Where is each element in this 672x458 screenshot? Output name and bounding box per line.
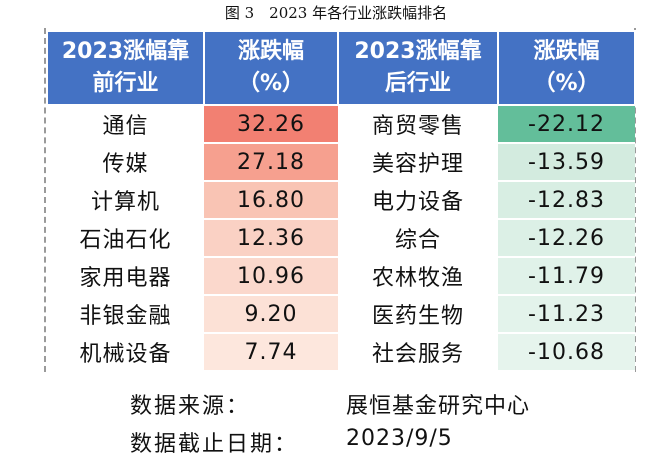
bottom-industry-cell: 社会服务	[338, 332, 498, 372]
data-source-label: 数据来源：	[130, 394, 251, 419]
top-industry-cell: 石油石化	[47, 218, 204, 258]
industry-ranking-table: 2023涨幅靠 前行业 涨跌幅 （%） 2023涨幅靠 后行业 涨跌幅 （%） …	[46, 30, 636, 372]
table-row: 通信 32.26 商贸零售 -22.12	[47, 104, 635, 144]
header-top-change-line1: 涨跌幅	[237, 39, 304, 64]
header-bottom-industry: 2023涨幅靠 后行业	[337, 30, 499, 106]
table-frame	[44, 28, 636, 372]
header-bottom-industry-line1: 2023涨幅靠	[354, 39, 482, 64]
top-change-cell: 7.74	[204, 332, 338, 372]
top-change-cell: 10.96	[204, 256, 338, 296]
table-row: 机械设备 7.74 社会服务 -10.68	[47, 332, 635, 372]
top-industry-cell: 通信	[47, 104, 204, 144]
header-bottom-change-line1: 涨跌幅	[533, 39, 600, 64]
table-row: 非银金融 9.20 医药生物 -11.23	[47, 294, 635, 334]
bottom-change-cell: -12.26	[498, 218, 635, 258]
header-top-change-line2: （%）	[237, 71, 305, 96]
bottom-change-cell: -13.59	[498, 142, 635, 182]
top-industry-cell: 家用电器	[47, 256, 204, 296]
bottom-industry-cell: 医药生物	[338, 294, 498, 334]
header-bottom-change-line2: （%）	[533, 71, 600, 96]
table-row: 家用电器 10.96 农林牧渔 -11.79	[47, 256, 635, 296]
data-cutoff-label: 数据截止日期：	[130, 432, 299, 457]
bottom-change-cell: -22.12	[498, 104, 635, 144]
bottom-change-cell: -11.23	[498, 294, 635, 334]
bottom-change-cell: -10.68	[498, 332, 635, 372]
top-industry-cell: 非银金融	[47, 294, 204, 334]
bottom-industry-cell: 综合	[338, 218, 498, 258]
bottom-change-cell: -12.83	[498, 180, 635, 220]
bottom-industry-cell: 农林牧渔	[338, 256, 498, 296]
header-top-industry-line1: 2023涨幅靠	[61, 39, 190, 64]
bottom-industry-cell: 商贸零售	[338, 104, 498, 144]
header-row: 2023涨幅靠 前行业 涨跌幅 （%） 2023涨幅靠 后行业 涨跌幅 （%）	[46, 30, 636, 106]
header-bottom-industry-line2: 后行业	[384, 71, 451, 96]
top-industry-cell: 机械设备	[47, 332, 204, 372]
top-change-cell: 32.26	[204, 104, 338, 144]
header-bottom-change: 涨跌幅 （%）	[497, 30, 636, 106]
bottom-industry-cell: 电力设备	[338, 180, 498, 220]
figure-caption: 图 3 2023 年各行业涨跌幅排名	[224, 4, 448, 22]
top-change-cell: 16.80	[204, 180, 338, 220]
header-top-industry-line2: 前行业	[92, 71, 159, 96]
top-industry-cell: 传媒	[47, 142, 204, 182]
data-cutoff-value: 2023/9/5	[346, 426, 453, 451]
table-row: 计算机 16.80 电力设备 -12.83	[47, 180, 635, 220]
top-change-cell: 12.36	[204, 218, 338, 258]
top-industry-cell: 计算机	[47, 180, 204, 220]
bottom-change-cell: -11.79	[498, 256, 635, 296]
header-top-industry: 2023涨幅靠 前行业	[46, 30, 205, 106]
top-change-cell: 27.18	[204, 142, 338, 182]
data-source-value: 展恒基金研究中心	[346, 394, 531, 419]
table-row: 石油石化 12.36 综合 -12.26	[47, 218, 635, 258]
top-change-cell: 9.20	[204, 294, 338, 334]
table-row: 传媒 27.18 美容护理 -13.59	[47, 142, 635, 182]
bottom-industry-cell: 美容护理	[338, 142, 498, 182]
header-top-change: 涨跌幅 （%）	[203, 30, 339, 106]
